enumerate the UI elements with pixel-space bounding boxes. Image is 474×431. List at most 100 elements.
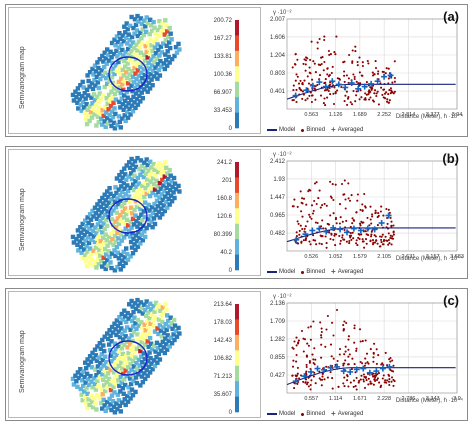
map-cell [129,211,135,216]
map-cell [142,180,147,185]
binned-point [308,361,311,364]
map-cell [127,390,132,395]
binned-point [321,378,324,381]
binned-point [370,222,373,225]
map-cell [116,343,121,349]
map-cell [89,257,95,262]
map-cell [140,218,145,223]
binned-point [308,240,311,243]
map-cell [154,70,159,76]
binned-point [325,204,328,207]
map-cell [83,238,88,243]
map-cell [90,101,95,106]
map-cell [85,249,90,254]
map-cell [143,376,148,382]
map-cell [118,232,123,238]
map-cell [100,122,105,127]
map-cell [125,183,130,188]
binned-point [343,193,346,196]
map-cell [122,78,127,84]
binned-point [303,227,306,230]
map-cell [99,210,104,215]
binned-point [322,227,325,230]
map-cell [98,346,103,351]
averaged-point [366,369,373,376]
map-cell [127,38,132,43]
map-cell [78,244,83,250]
map-cell [172,181,178,186]
map-cell [149,312,155,318]
map-cell [142,322,147,327]
binned-point [382,363,385,367]
map-cell [117,193,123,198]
map-cell [121,215,126,220]
binned-point [368,224,371,227]
map-cell [117,335,123,340]
map-cell [78,386,83,392]
map-cell [140,238,145,243]
map-cell [134,204,140,209]
map-cell [119,42,124,47]
map-cell [138,172,143,177]
map-cell [145,319,150,324]
binned-point [329,93,332,96]
binned-point [382,240,385,243]
y-axis-label: γ ·10⁻² [273,152,292,158]
map-cell [70,92,76,98]
map-cell [161,61,166,66]
map-cell [139,374,144,379]
binned-point [367,383,370,386]
map-cell [113,97,119,102]
binned-point [373,73,376,76]
binned-point [358,222,362,225]
map-cell [147,316,152,321]
binned-point [352,237,355,240]
map-cell [152,45,158,50]
binned-point [295,360,298,363]
map-cell [104,218,109,223]
map-cell [125,217,130,222]
map-cell [100,250,105,255]
map-cell [163,302,168,307]
binned-point [372,84,375,87]
binned-point [342,61,345,64]
map-cell [84,244,89,249]
map-cell [102,348,107,354]
averaged-point [316,79,323,86]
map-cell [101,377,106,382]
map-cell [149,219,154,224]
binned-point [320,243,323,246]
binned-point [345,240,348,243]
binned-point [303,58,306,61]
binned-point [389,234,392,237]
binned-point [392,224,395,227]
map-cell [116,398,122,403]
binned-point [338,222,341,225]
map-cell [120,331,125,337]
binned-point [380,238,383,241]
map-cell [130,324,136,329]
map-cell [142,18,147,23]
map-cell [99,244,104,249]
map-cell [83,96,88,101]
binned-point [344,198,347,201]
map-cell [137,309,142,314]
map-cell [169,57,175,62]
map-cell [130,162,135,167]
binned-point [352,218,355,222]
map-cell [140,311,145,316]
map-cell [93,69,99,74]
map-cell [143,166,148,171]
averaged-point [321,366,328,373]
map-cell [155,42,160,47]
map-cell [143,24,148,29]
binned-point [347,348,350,351]
binned-point [314,382,317,385]
map-cell [91,376,97,381]
map-cell [161,41,166,46]
map-cell [100,230,105,235]
colorbar-tick-label: 66.907 [214,90,233,96]
map-cell [152,167,157,172]
map-cell [133,321,138,326]
